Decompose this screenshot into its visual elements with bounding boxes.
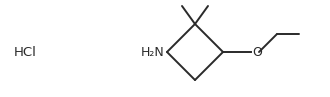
Text: HCl: HCl [14,45,37,58]
Text: H₂N: H₂N [141,45,165,58]
Text: O: O [252,45,262,58]
